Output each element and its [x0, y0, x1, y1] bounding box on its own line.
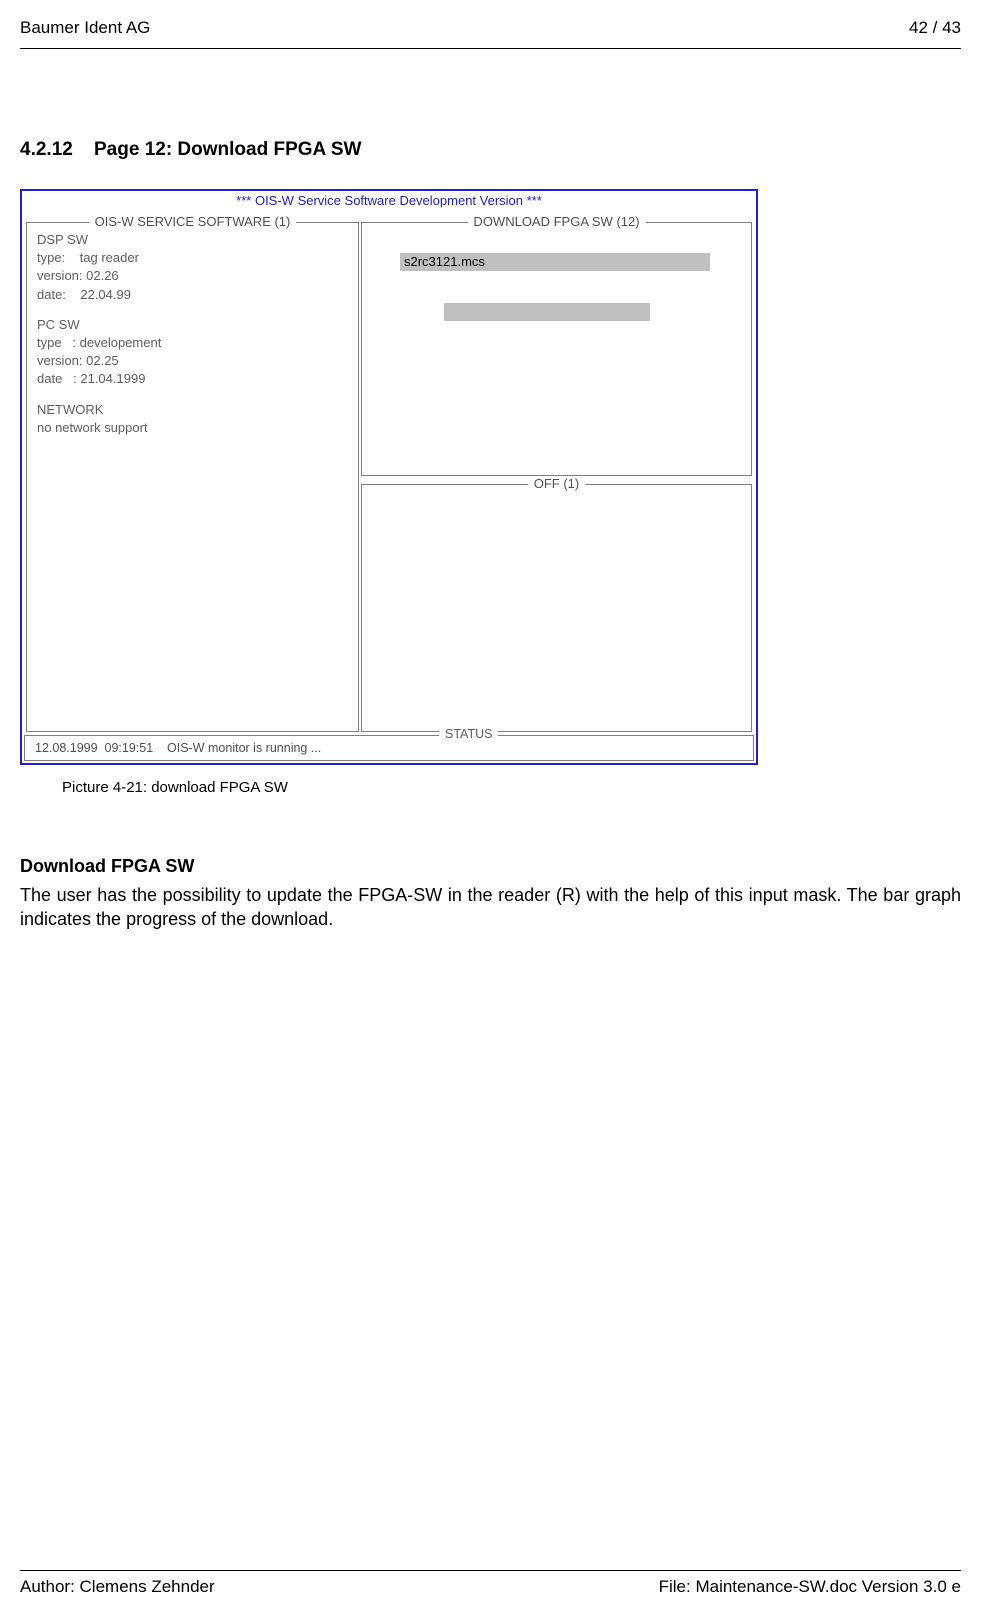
dsp-header: DSP SW	[37, 231, 348, 249]
screenshot: *** OIS-W Service Software Development V…	[20, 189, 758, 765]
download-panel: DOWNLOAD FPGA SW (12) s2rc3121.mcs	[361, 222, 752, 476]
section-heading: 4.2.12Page 12: Download FPGA SW	[20, 139, 961, 161]
file-input[interactable]: s2rc3121.mcs	[400, 253, 710, 271]
status-text: 12.08.1999 09:19:51 OIS-W monitor is run…	[25, 741, 331, 755]
left-panel-label: OIS-W SERVICE SOFTWARE (1)	[89, 214, 297, 229]
footer-author: Author: Clemens Zehnder	[20, 1577, 215, 1597]
dsp-version: version: 02.26	[37, 267, 348, 285]
body-heading: Download FPGA SW	[20, 856, 961, 877]
progress-bar	[444, 303, 650, 321]
left-panel: OIS-W SERVICE SOFTWARE (1) DSP SW type: …	[26, 222, 359, 732]
download-panel-label: DOWNLOAD FPGA SW (12)	[467, 214, 645, 229]
figure-caption: Picture 4-21: download FPGA SW	[62, 779, 961, 796]
status-label: STATUS	[439, 727, 498, 741]
app-title: *** OIS-W Service Software Development V…	[22, 191, 756, 210]
network-support: no network support	[37, 419, 348, 437]
section-title: Page 12: Download FPGA SW	[94, 139, 361, 160]
footer-rule	[20, 1570, 961, 1571]
network-header: NETWORK	[37, 401, 348, 419]
pc-version: version: 02.25	[37, 352, 348, 370]
body-paragraph: The user has the possibility to update t…	[20, 883, 961, 932]
off-panel-label: OFF (1)	[528, 476, 586, 491]
pc-type: type : developement	[37, 334, 348, 352]
dsp-date: date: 22.04.99	[37, 286, 348, 304]
status-bar: STATUS 12.08.1999 09:19:51 OIS-W monitor…	[24, 735, 754, 761]
section-number: 4.2.12	[20, 139, 94, 161]
footer-file: File: Maintenance-SW.doc Version 3.0 e	[659, 1577, 961, 1597]
pc-header: PC SW	[37, 316, 348, 334]
page-number: 42 / 43	[909, 18, 961, 38]
off-panel: OFF (1)	[361, 484, 752, 732]
company-name: Baumer Ident AG	[20, 18, 150, 38]
page-footer: Author: Clemens Zehnder File: Maintenanc…	[20, 1570, 961, 1597]
dsp-type: type: tag reader	[37, 249, 348, 267]
pc-date: date : 21.04.1999	[37, 370, 348, 388]
header-rule	[20, 48, 961, 49]
